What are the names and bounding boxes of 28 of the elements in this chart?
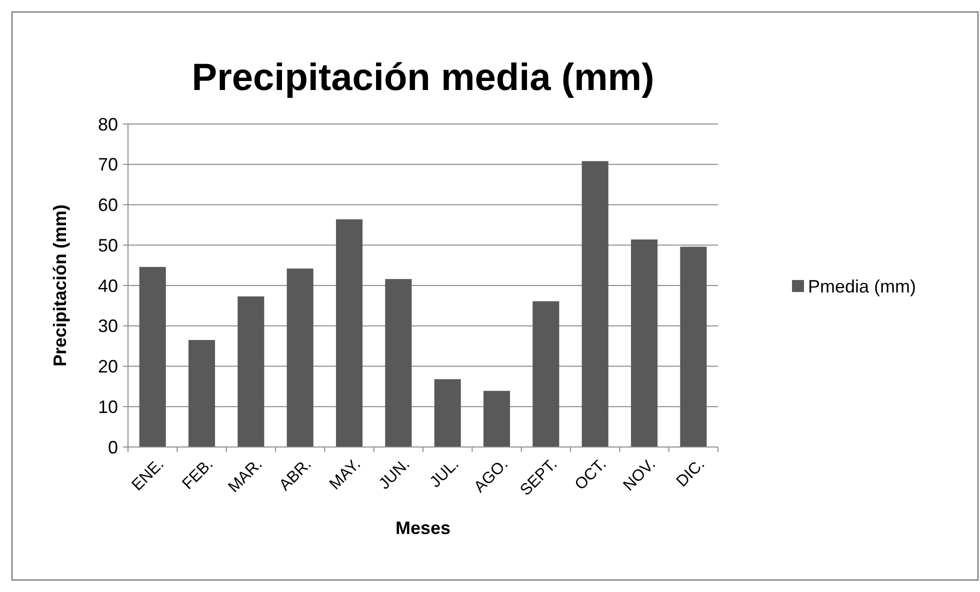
y-tick-label: 10 xyxy=(98,396,118,417)
bar xyxy=(385,279,412,447)
bar xyxy=(680,246,707,447)
bar xyxy=(139,266,166,447)
y-tick-label: 30 xyxy=(98,316,118,336)
x-tick-label: FEB. xyxy=(179,456,217,493)
chart-title: Precipitación media (mm) xyxy=(192,57,654,99)
y-tick-label: 70 xyxy=(98,154,118,175)
y-tick-label: 20 xyxy=(98,356,118,377)
bar xyxy=(238,296,264,447)
y-tick-label: 50 xyxy=(98,235,118,256)
x-axis-title: Meses xyxy=(395,518,451,538)
bar xyxy=(434,379,461,447)
bar xyxy=(483,390,510,447)
bar xyxy=(582,161,608,447)
legend-label: Pmedia (mm) xyxy=(808,276,916,296)
bar xyxy=(630,239,658,447)
y-tick-label: 80 xyxy=(98,114,118,134)
y-tick-label: 0 xyxy=(108,437,118,458)
y-axis-title: Precipitación (mm) xyxy=(50,204,70,367)
x-tick-label: DIC. xyxy=(674,456,708,490)
bar xyxy=(336,219,363,447)
x-tick-label: JUL. xyxy=(427,456,462,492)
bar xyxy=(532,301,560,447)
y-tick-label: 60 xyxy=(98,195,118,216)
bar xyxy=(188,340,216,447)
y-tick-label: 40 xyxy=(98,276,118,296)
bar xyxy=(286,268,314,447)
